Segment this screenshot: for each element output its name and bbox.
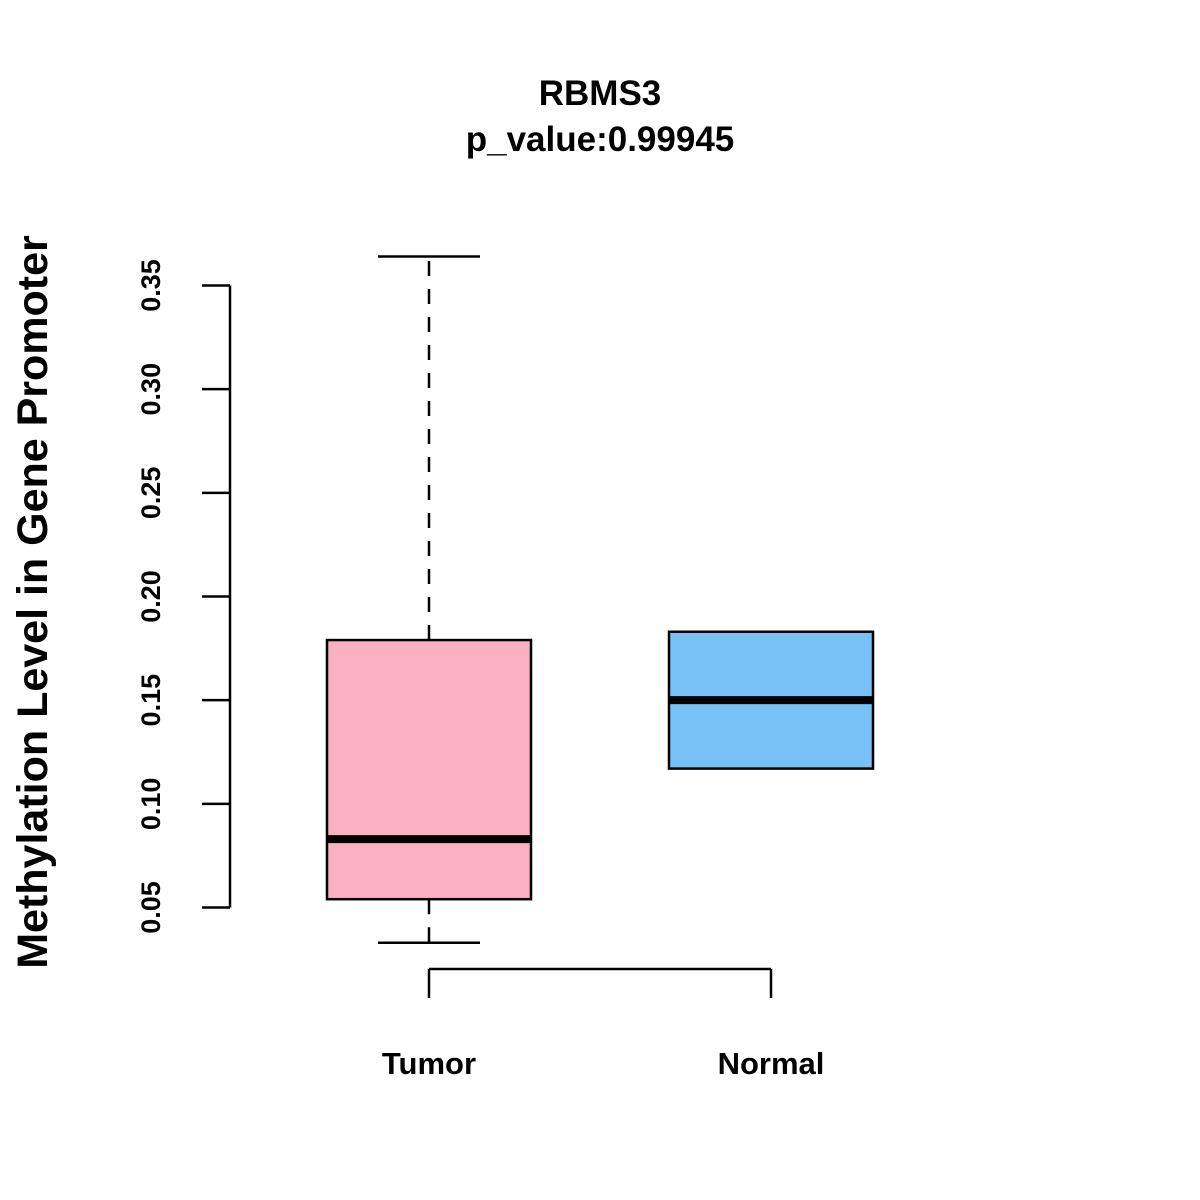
y-axis-label: Methylation Level in Gene Promoter [9, 235, 57, 969]
y-tick-label: 0.30 [136, 363, 166, 416]
chart-title: RBMS3 [539, 74, 662, 113]
x-axis: Tumor Normal [382, 967, 825, 1081]
box-tumor [325, 255, 533, 944]
y-tick-label: 0.35 [136, 259, 166, 312]
box-iqr [325, 638, 533, 901]
x-tick-label-normal: Normal [718, 1046, 825, 1081]
y-tick-label: 0.20 [136, 570, 166, 623]
x-tick-label-tumor: Tumor [382, 1046, 476, 1081]
y-tick-label: 0.10 [136, 778, 166, 831]
y-tick-label: 0.15 [136, 674, 166, 727]
y-tick-label: 0.05 [136, 881, 166, 934]
y-tick-label: 0.25 [136, 467, 166, 520]
box-series [325, 255, 875, 944]
y-axis: 0.05 0.10 0.15 0.20 0.25 0.30 0.35 [136, 259, 232, 934]
chart-subtitle: p_value:0.99945 [466, 120, 735, 159]
box-normal [667, 630, 875, 770]
